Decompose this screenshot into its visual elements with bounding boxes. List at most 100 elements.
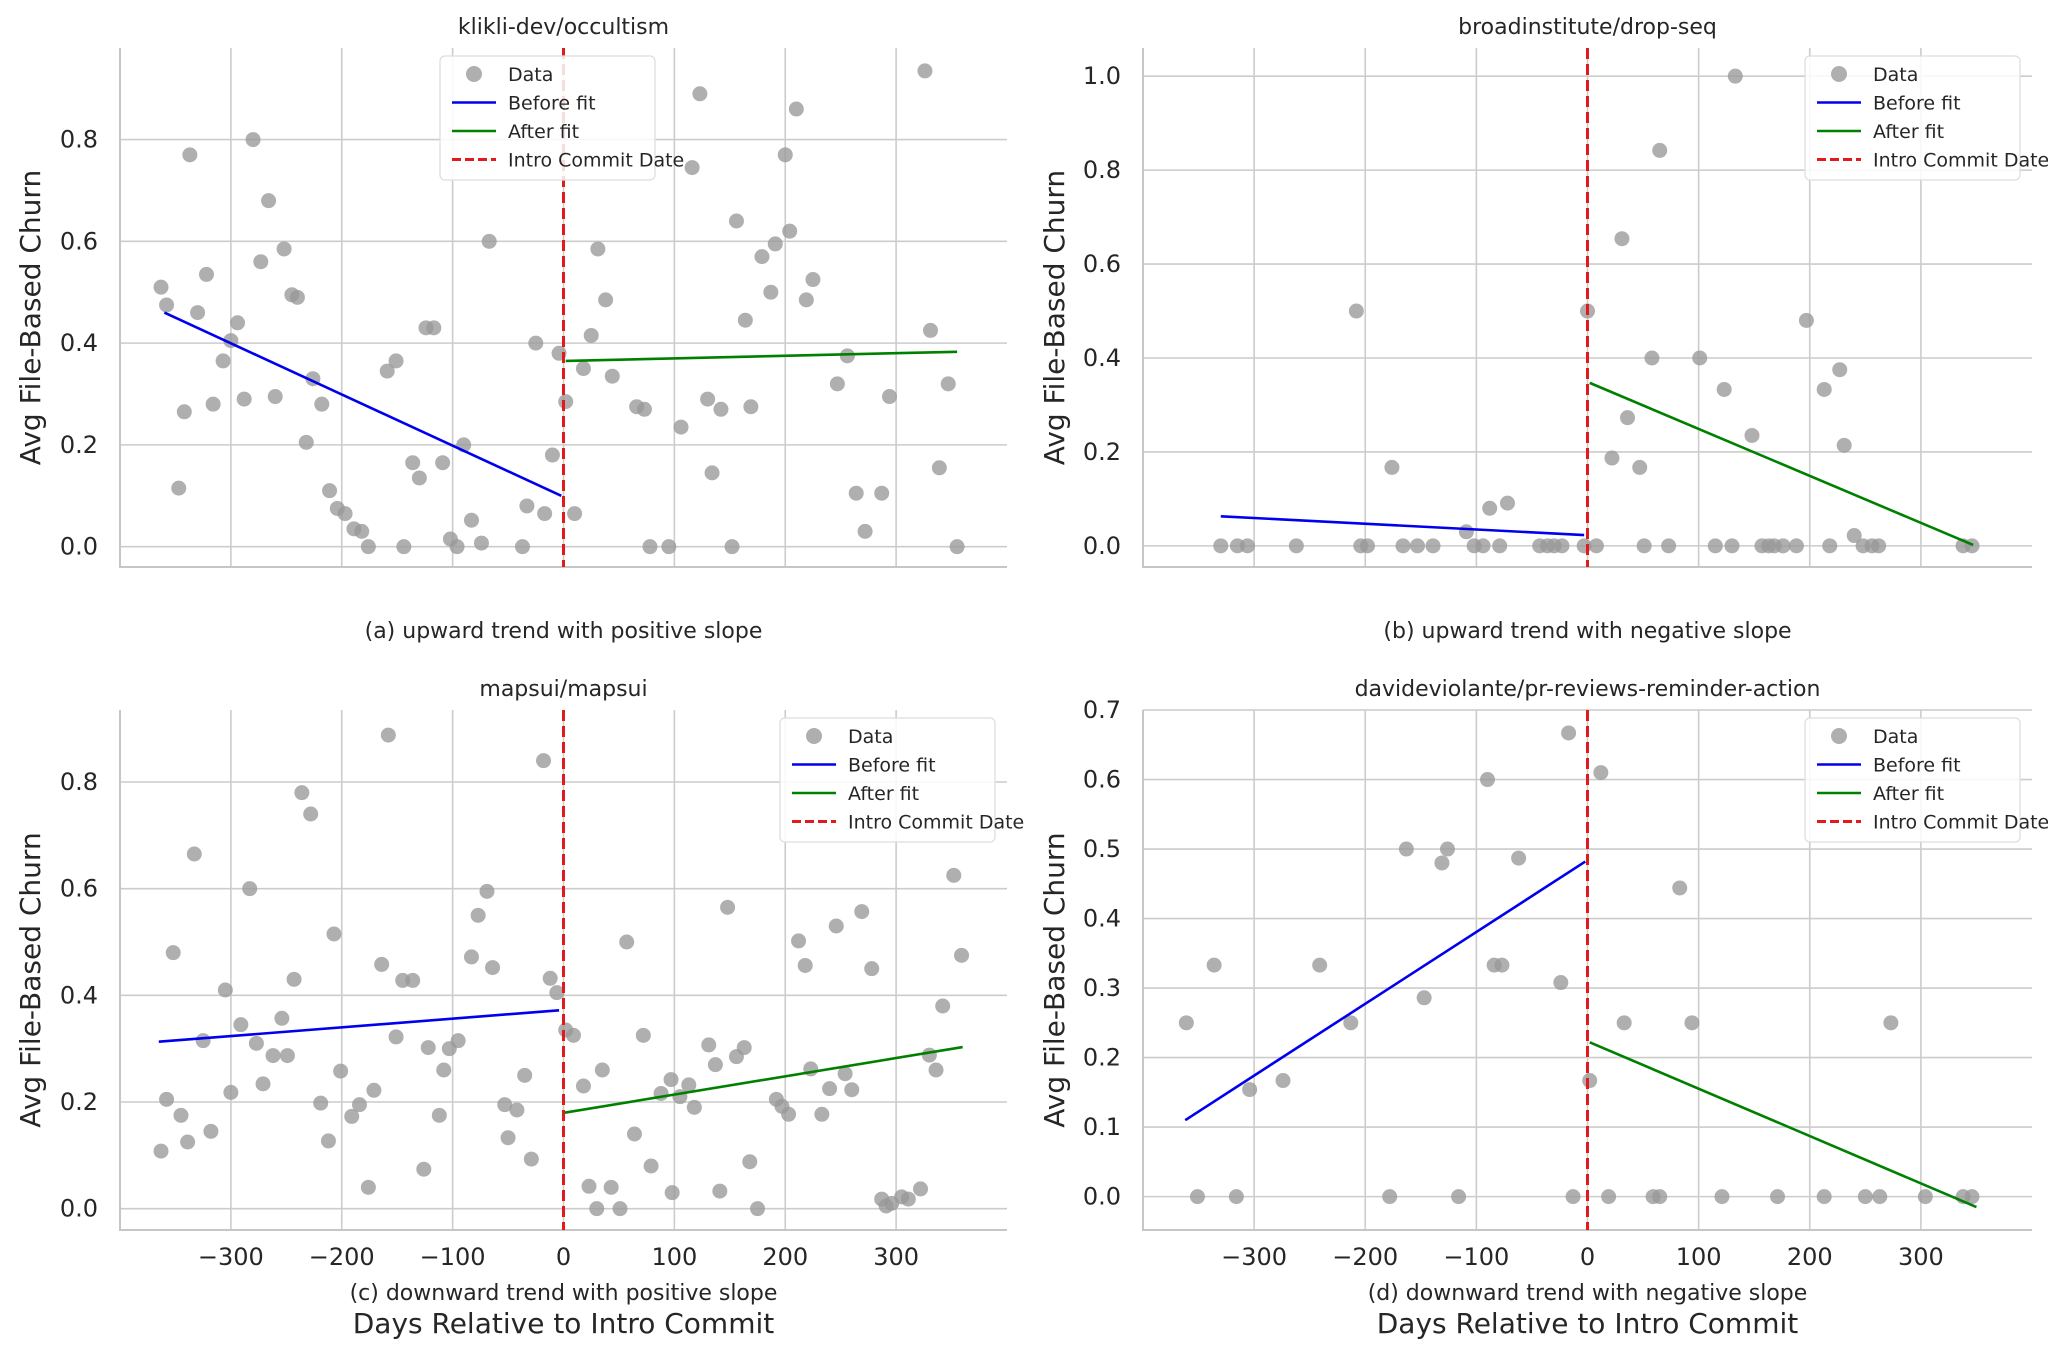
data-point [935, 998, 951, 1014]
chart-title: broadinstitute/drop-seq [1458, 15, 1717, 40]
data-point [420, 1040, 436, 1056]
legend-label: After fit [508, 121, 579, 143]
y-tick-label: 0.6 [60, 227, 98, 255]
data-point [1601, 1189, 1617, 1205]
chart-panel-4: 0.0 0.1 0.2 0.3 0.4 0.5 0.6 0.7 −300 −200 −100 0 100… [1038, 677, 2048, 1340]
legend-label: Intro Commit Date [1873, 150, 2048, 172]
data-point [917, 63, 933, 79]
x-axis-label: Days Relative to Intro Commit [353, 1307, 775, 1340]
before-fit-line [1184, 860, 1586, 1122]
data-point [519, 498, 535, 514]
legend-label: After fit [1873, 121, 1944, 143]
data-point [360, 539, 376, 555]
y-tick-label: 0.2 [1083, 438, 1121, 466]
data-point [186, 846, 202, 862]
legend: Data Before fit After fit Intro Commit Date [439, 55, 684, 181]
data-point [1652, 142, 1668, 158]
data-point [643, 1158, 659, 1174]
data-point [828, 918, 844, 934]
chart-panel-3: 0.0 0.2 0.4 0.6 0.8 −300 −200 −100 0 100 200 300 map… [14, 677, 1024, 1340]
data-point [205, 396, 221, 412]
legend-label: Data [1873, 726, 1918, 748]
data-point [750, 1201, 766, 1217]
data-point [435, 455, 451, 471]
data-point [351, 1097, 367, 1113]
data-point [642, 539, 658, 555]
legend-label: Data [1873, 64, 1918, 86]
data-point [583, 327, 599, 343]
y-tick-label: 1.0 [1083, 62, 1121, 90]
data-point [612, 1201, 628, 1217]
data-point [684, 160, 700, 176]
legend-label: After fit [1873, 783, 1944, 805]
y-tick-label: 0.2 [60, 1088, 98, 1116]
data-point [742, 1154, 758, 1170]
data-point [1228, 1189, 1244, 1205]
data-point [1770, 1189, 1786, 1205]
data-point [900, 1191, 916, 1207]
data-point [337, 506, 353, 522]
chart-title: klikli-dev/occultism [458, 15, 669, 40]
data-point [844, 1082, 860, 1098]
data-point [713, 401, 729, 417]
y-tick-label: 0.4 [1083, 905, 1121, 933]
data-point [1707, 538, 1723, 554]
data-point [1312, 957, 1328, 973]
data-point [743, 399, 759, 415]
data-point [881, 389, 897, 405]
data-point [1775, 538, 1791, 554]
data-point [1692, 350, 1708, 366]
data-point [829, 376, 845, 392]
chart-panel-2: 0.0 0.2 0.4 0.6 0.8 1.0 broadinstitute/drop-se… [1038, 15, 2048, 644]
x-tick-label: 200 [762, 1243, 808, 1271]
data-point [1816, 381, 1832, 397]
data-point [1206, 957, 1222, 973]
data-point [1359, 538, 1375, 554]
data-point [1178, 1015, 1194, 1031]
data-point [589, 1201, 605, 1217]
y-tick-label: 0.2 [60, 431, 98, 459]
data-point [171, 480, 187, 496]
data-point [198, 266, 214, 282]
data-point [1917, 1189, 1933, 1205]
data-point [700, 391, 716, 407]
data-point [1846, 528, 1862, 544]
y-tick-label: 0.4 [60, 329, 98, 357]
data-point [242, 881, 258, 897]
data-point [673, 419, 689, 435]
data-point [1632, 459, 1648, 475]
data-point [509, 1102, 525, 1118]
data-point [279, 1048, 295, 1064]
x-tick-label: −300 [1221, 1243, 1287, 1271]
data-point [1565, 1189, 1581, 1205]
data-point [712, 1183, 728, 1199]
data-point [313, 1095, 329, 1111]
y-tick-label: 0.0 [60, 1195, 98, 1223]
data-point [176, 404, 192, 420]
data-point [681, 1077, 697, 1093]
data-point [314, 396, 330, 412]
legend-box [1804, 717, 2021, 843]
data-point [635, 1027, 651, 1043]
data-point [1451, 1189, 1467, 1205]
data-point [1409, 538, 1425, 554]
data-point [1857, 1189, 1873, 1205]
y-tick-label: 0.2 [1083, 1044, 1121, 1072]
data-point [928, 1062, 944, 1078]
data-point [1416, 990, 1432, 1006]
data-point [536, 753, 552, 769]
data-point [1872, 1189, 1888, 1205]
data-point [344, 1108, 360, 1124]
x-tick-label: 300 [873, 1243, 919, 1271]
data-point [1398, 841, 1414, 857]
legend-label: Before fit [1873, 93, 1961, 115]
data-point [1553, 975, 1569, 991]
data-point [661, 539, 677, 555]
x-tick-label: 0 [1580, 1243, 1595, 1271]
legend-box [439, 55, 656, 181]
data-point [1275, 1073, 1291, 1089]
data-point [528, 335, 544, 351]
data-point [1492, 538, 1508, 554]
data-point [274, 1010, 290, 1026]
data-point [289, 289, 305, 305]
